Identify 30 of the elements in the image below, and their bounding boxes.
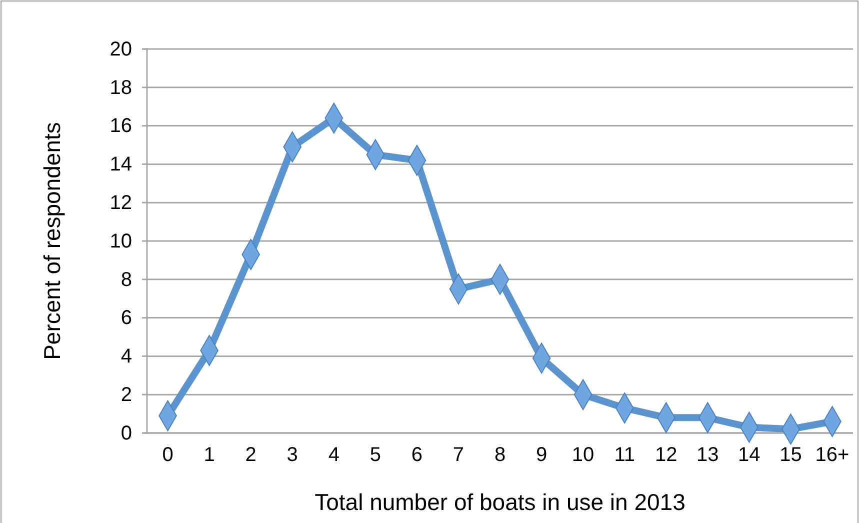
- x-tick-label: 15: [780, 444, 802, 466]
- x-tick-label: 12: [654, 444, 678, 466]
- x-axis-title: Total number of boats in use in 2013: [314, 489, 686, 515]
- x-tick-label: 4: [328, 444, 340, 466]
- x-tick-label: 9: [536, 444, 548, 466]
- y-axis-title: Percent of respondents: [39, 122, 65, 360]
- x-tick-label: 10: [572, 444, 594, 466]
- x-tick-label: 5: [370, 444, 381, 466]
- y-tick-label: 10: [110, 230, 132, 252]
- x-tick-label: 0: [162, 444, 174, 466]
- y-tick-label: 4: [120, 346, 132, 368]
- x-tick-label: 14: [738, 444, 760, 466]
- x-tick-label: 11: [614, 444, 635, 466]
- y-tick-label: 18: [110, 76, 132, 99]
- x-tick-label: 2: [245, 444, 256, 466]
- x-tick-label: 8: [494, 444, 506, 466]
- y-tick-label: 16: [110, 115, 132, 138]
- y-tick-label: 2: [120, 384, 132, 406]
- y-tick-label: 0: [120, 422, 132, 444]
- y-tick-label: 8: [120, 268, 132, 291]
- y-tick-label: 12: [110, 192, 132, 214]
- x-tick-label: 13: [696, 444, 719, 466]
- y-tick-label: 6: [120, 307, 132, 330]
- x-tick-label: 3: [286, 444, 298, 466]
- x-tick-label: 6: [411, 444, 423, 466]
- y-tick-label: 14: [110, 154, 132, 176]
- x-tick-label: 7: [452, 444, 464, 466]
- y-tick-label: 20: [110, 38, 132, 60]
- x-tick-label: 1: [204, 444, 215, 466]
- x-tick-label: 16+: [815, 444, 850, 466]
